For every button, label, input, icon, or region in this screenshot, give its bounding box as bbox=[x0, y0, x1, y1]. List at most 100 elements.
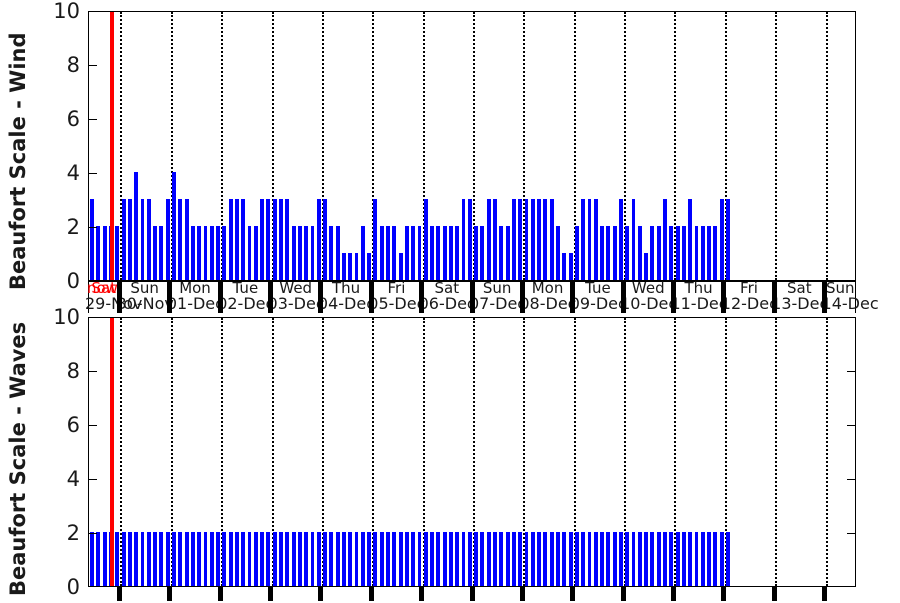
x-axis-day-cell: Fri 12-Dec bbox=[721, 280, 778, 313]
bar bbox=[587, 199, 592, 280]
bar bbox=[165, 532, 170, 586]
x-axis-day-cell: Sun 07-Dec bbox=[469, 279, 526, 313]
x-axis-day-date: 14-Dec bbox=[821, 294, 879, 313]
now-marker-line bbox=[109, 318, 114, 586]
y-tick-label: 0 bbox=[66, 269, 80, 293]
x-axis-day-name: Sun bbox=[482, 279, 512, 297]
x-axis-bottom-tick bbox=[570, 587, 576, 601]
bar bbox=[707, 532, 711, 586]
bar bbox=[253, 532, 258, 586]
y-tick-mark bbox=[88, 533, 97, 534]
bar bbox=[323, 532, 327, 586]
bar bbox=[272, 199, 277, 280]
bar bbox=[694, 226, 699, 280]
bar bbox=[631, 199, 636, 280]
x-axis-day-divider bbox=[217, 281, 223, 313]
bar bbox=[600, 226, 604, 280]
bar bbox=[656, 532, 661, 586]
plot-area-wind bbox=[88, 11, 856, 281]
x-axis-day-cell: Sat 06-Dec bbox=[418, 280, 476, 313]
day-separator-gridline bbox=[674, 318, 677, 586]
bar bbox=[335, 226, 340, 280]
bar bbox=[593, 532, 598, 586]
bar bbox=[474, 226, 479, 280]
bar bbox=[272, 532, 277, 586]
bar bbox=[442, 226, 447, 280]
bar bbox=[587, 532, 592, 586]
bar bbox=[209, 226, 214, 280]
now-marker-line bbox=[109, 12, 114, 280]
bar bbox=[341, 253, 346, 280]
bar bbox=[449, 226, 453, 280]
bar bbox=[360, 226, 365, 280]
x-axis-day-divider bbox=[368, 281, 374, 313]
bar bbox=[404, 532, 409, 586]
bar bbox=[543, 199, 548, 280]
bar bbox=[725, 199, 730, 280]
x-axis-day-divider bbox=[268, 281, 274, 313]
x-axis-day-cell: Tue 09-Dec bbox=[569, 279, 627, 313]
bar bbox=[612, 226, 617, 280]
bar bbox=[480, 532, 485, 586]
bar bbox=[574, 532, 579, 586]
bar bbox=[316, 199, 321, 280]
bar bbox=[140, 532, 145, 586]
y-tick-mark bbox=[88, 119, 97, 120]
x-axis-day-name: Thu bbox=[331, 279, 361, 297]
day-separator-gridline bbox=[624, 318, 627, 586]
bar bbox=[417, 532, 422, 586]
bar bbox=[505, 226, 510, 280]
x-axis-day-cell: Mon 01-Dec bbox=[166, 280, 224, 313]
x-axis-day-date: 01-Dec bbox=[166, 294, 224, 313]
x-axis-day-date: 06-Dec bbox=[418, 294, 476, 313]
x-axis-day-date: 09-Dec bbox=[569, 294, 627, 313]
bar bbox=[524, 199, 529, 280]
bar bbox=[266, 532, 271, 586]
bar bbox=[644, 253, 649, 280]
bar bbox=[556, 226, 560, 280]
bar bbox=[253, 226, 258, 280]
bar bbox=[423, 199, 428, 280]
y-tick-mark-right bbox=[847, 425, 856, 426]
bar bbox=[455, 532, 460, 586]
x-axis-day-name: Sun bbox=[825, 279, 855, 297]
x-axis-bottom-tick bbox=[822, 587, 828, 601]
bar bbox=[197, 532, 202, 586]
y-tick-mark-right bbox=[847, 371, 856, 372]
bar bbox=[90, 532, 95, 586]
bar bbox=[216, 532, 220, 586]
bar bbox=[637, 532, 642, 586]
day-separator-gridline bbox=[120, 318, 123, 586]
bar bbox=[411, 226, 416, 280]
bar bbox=[398, 253, 403, 280]
bar bbox=[297, 532, 302, 586]
now-marker-label: now bbox=[87, 279, 118, 297]
bar bbox=[411, 532, 416, 586]
bar bbox=[436, 226, 441, 280]
x-axis-bottom-tick bbox=[368, 587, 374, 601]
bar bbox=[600, 532, 604, 586]
bar bbox=[323, 199, 327, 280]
bar bbox=[669, 226, 674, 280]
x-axis-day-name: Tue bbox=[585, 279, 611, 297]
x-axis-day-name: Wed bbox=[631, 279, 665, 297]
bar bbox=[134, 172, 139, 280]
bar bbox=[392, 226, 397, 280]
x-axis-day-date: 02-Dec bbox=[217, 294, 275, 313]
bar bbox=[197, 226, 202, 280]
bar bbox=[216, 226, 220, 280]
bar bbox=[707, 226, 711, 280]
bar bbox=[543, 532, 548, 586]
bar bbox=[467, 199, 472, 280]
day-separator-gridline bbox=[372, 12, 375, 280]
bar bbox=[637, 226, 642, 280]
bar bbox=[178, 532, 183, 586]
day-separator-gridline bbox=[271, 12, 274, 280]
bar bbox=[234, 199, 239, 280]
bar bbox=[650, 226, 655, 280]
bar bbox=[165, 199, 170, 280]
x-axis-day-cell: Fri 05-Dec bbox=[368, 280, 425, 313]
bar bbox=[285, 199, 290, 280]
bar bbox=[505, 532, 510, 586]
